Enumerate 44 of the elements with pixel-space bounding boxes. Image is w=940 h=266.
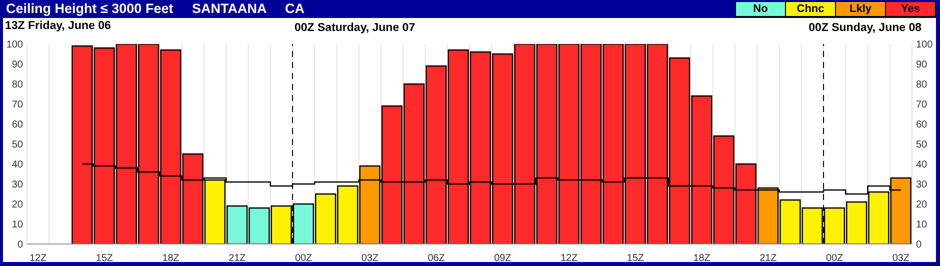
x-tick-label: 18Z (693, 253, 710, 264)
legend-label: Chnc (785, 2, 835, 16)
x-tick-label: 03Z (892, 253, 910, 264)
y-tick-label: 60 (12, 120, 24, 130)
x-tick-label: 21Z (228, 253, 246, 264)
y2-tick-label: 40 (916, 160, 928, 170)
text: No (736, 2, 785, 16)
x-tick-label: 12Z (29, 253, 47, 264)
x-tick-label: 21Z (760, 253, 777, 264)
y2-tick-label: 100 (916, 40, 934, 50)
x-tick-label: 15Z (96, 253, 114, 264)
y-tick-label: 30 (12, 180, 24, 190)
y-tick-label: 50 (12, 140, 24, 150)
x-tick-label: 12Z (560, 253, 578, 264)
legend-label: Yes (885, 2, 935, 16)
x-tick-label: 09Z (494, 253, 512, 264)
chart-title: Ceiling Height ≤ 3000 Feet SANTAANA CA (6, 0, 304, 18)
y2-tick-label: 80 (916, 80, 928, 90)
y2-tick-label: 50 (916, 140, 928, 150)
y-tick-label: 20 (12, 200, 24, 210)
x-tick-label: 03Z (361, 253, 379, 264)
y2-tick-label: 30 (916, 180, 928, 190)
legend-label: Lkly (835, 2, 885, 16)
x-tick-label: 00Z (294, 253, 312, 264)
y-tick-label: 10 (12, 220, 24, 230)
y2-tick-label: 60 (916, 120, 928, 130)
y2-tick-label: 10 (916, 220, 928, 230)
ref-line-label: 00Z Sunday, June 08 (808, 22, 922, 34)
y-tick-label: 0 (17, 240, 24, 250)
y-tick-label: 80 (12, 80, 24, 90)
x-tick-label: 15Z (626, 253, 644, 264)
ref-line-label: 00Z Saturday, June 07 (294, 22, 416, 34)
y-tick-label: 100 (6, 40, 24, 50)
y-tick-label: 90 (12, 60, 24, 70)
y2-tick-label: 20 (916, 200, 928, 210)
y-tick-label: 70 (12, 100, 24, 110)
x-tick-label: 18Z (162, 253, 180, 264)
y2-tick-label: 90 (916, 60, 928, 70)
y-tick-label: 40 (12, 160, 24, 170)
x-tick-label: 00Z (826, 253, 844, 264)
x-tick-label: 06Z (428, 253, 445, 264)
y2-tick-label: 70 (916, 100, 928, 110)
y2-tick-label: 0 (916, 240, 922, 250)
text: 13Z Friday, June 06 (5, 20, 111, 32)
